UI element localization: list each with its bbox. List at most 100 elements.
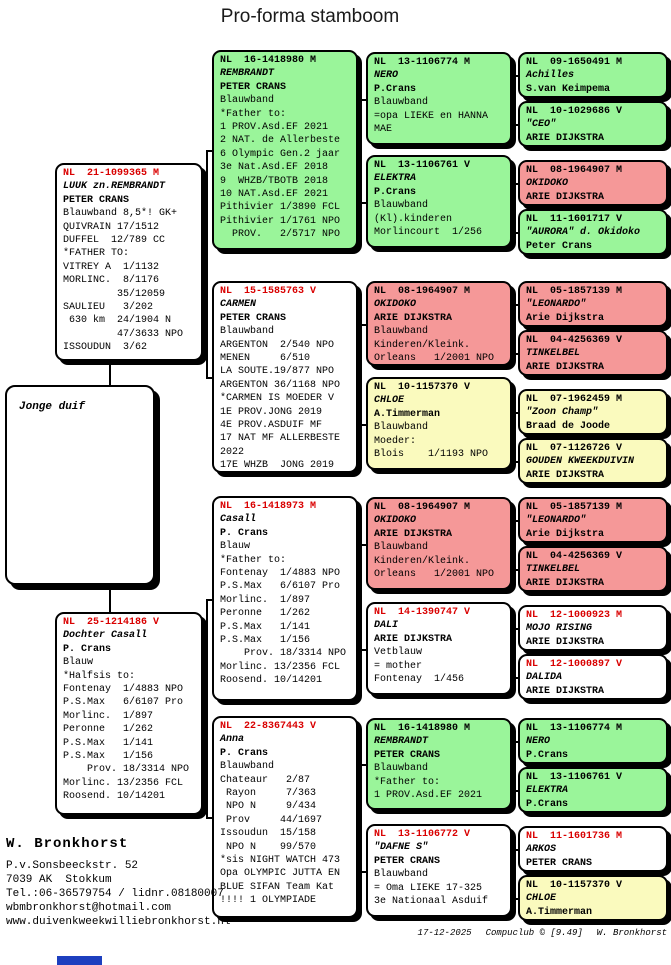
detail-line: MAE [374, 124, 393, 136]
breeder-info: W. Bronkhorst P.v.Sonsbeeckstr. 52 7039 … [6, 836, 230, 929]
pedigree-box-great_great_grandparents-7: NL 07-1126726 V GOUDEN KWEEKDUIVIN ARIE DI… [518, 438, 668, 484]
pedigree-box-great_grandparents-3: NL 10-1157370 V CHLOE A.Timmerman Blauwband… [366, 377, 512, 470]
connector-line [510, 764, 516, 766]
pigeon-name: CARMEN [220, 299, 257, 311]
detail-line: PROV. 2/5717 NPO [220, 229, 341, 241]
owner-name: PETER CRANS [220, 312, 287, 324]
connector-line [510, 324, 516, 326]
ring-number: NL 13-1106774 M [526, 723, 623, 734]
owner-name: ARIE DIJKSTRA [526, 685, 605, 697]
detail-line: Blauwband [374, 763, 429, 775]
connector-line [206, 150, 212, 152]
pedigree-box-great_great_grandparents-1: NL 10-1029686 V "CEO" ARIE DIJKSTRA [518, 101, 668, 147]
connector-line [514, 183, 518, 185]
subject-label: Jonge duif [19, 401, 86, 413]
detail-line: Issoudun 15/158 [220, 828, 317, 840]
connector-line [514, 628, 516, 677]
pigeon-name: "LEONARDO" [526, 515, 587, 527]
owner-name: PETER CRANS [63, 194, 130, 206]
detail-line: Morlinc. 13/2356 FCL [220, 661, 341, 673]
owner-name: A.Timmerman [374, 408, 441, 420]
pedigree-box-great_great_grandparents-5: NL 04-4256369 V TINKELBEL ARIE DIJKSTRA [518, 330, 668, 376]
pigeon-name: "CEO" [526, 119, 557, 131]
detail-line: Orleans 1/2001 NPO [374, 353, 495, 365]
detail-line: NPO N 9/434 [220, 801, 317, 813]
detail-line: P.S.Max 6/6107 Pro [63, 697, 184, 709]
connector-line [510, 202, 516, 204]
owner-name: Peter Crans [526, 240, 593, 252]
detail-line: 17E WHZB JONG 2019 [220, 460, 335, 472]
detail-line: SAULIEU 3/202 [63, 302, 154, 314]
pedigree-box-great_great_grandparents-11: NL 12-1000897 V DALIDA ARIE DIJKSTRA [518, 654, 668, 700]
connector-line [206, 817, 212, 819]
owner-name: P. Crans [220, 527, 269, 539]
detail-line: Kinderen/Kleink. [374, 339, 471, 351]
pedigree-box-grandparents-3: NL 22-8367443 V Anna P. Crans Blauwband Chat… [212, 716, 358, 918]
connector-line [514, 412, 518, 414]
owner-name: ARIE DIJKSTRA [526, 191, 605, 203]
detail-line: *Halfsis to: [63, 670, 136, 682]
owner-name: Arie Dijkstra [526, 312, 605, 324]
detail-line: VITREY A 1/1132 [63, 261, 160, 273]
detail-line: !!!! 1 OLYMPIADE [220, 895, 317, 907]
pedigree-box-great_great_grandparents-12: NL 13-1106774 M NERO P.Crans [518, 718, 668, 764]
detail-line: Roosend. 10/14201 [220, 675, 323, 687]
ring-number: NL 15-1585763 V [220, 286, 317, 297]
breeder-email: wbmbronkhorst@hotmail.com [6, 902, 172, 914]
bottom-edge-artifact [57, 956, 102, 965]
owner-name: P. Crans [63, 643, 112, 655]
ring-number: NL 11-1601736 M [526, 831, 623, 842]
pigeon-name: "AURORA" d. Okidoko [526, 227, 641, 239]
connector-line [109, 585, 111, 612]
owner-name: PETER CRANS [374, 749, 441, 761]
subject-box: Jonge duif [5, 385, 155, 585]
connector-line [514, 849, 518, 851]
ring-number: NL 05-1857139 M [526, 286, 623, 297]
footer-program: Compuclub © [9.49] [485, 928, 583, 938]
detail-line: 1 PROV.Asd.EF 2021 [374, 790, 483, 802]
detail-line: Blauwband [374, 422, 429, 434]
ring-number: NL 05-1857139 M [526, 502, 623, 513]
owner-name: Braad de Joode [526, 420, 611, 432]
breeder-address-line: Tel.:06-36579754 / lidnr.08180007 [6, 888, 224, 900]
pigeon-name: CHLOE [374, 395, 405, 407]
detail-line: Rayon 7/363 [220, 788, 317, 800]
owner-name: Arie Dijkstra [526, 528, 605, 540]
detail-line: P.S.Max 1/141 [220, 621, 311, 633]
connector-line [510, 99, 516, 101]
pigeon-name: "DAFNE S" [374, 842, 429, 854]
detail-line: Blauwband [374, 869, 429, 881]
pigeon-name: NERO [526, 736, 551, 748]
detail-line: Morlinc. 1/897 [220, 594, 311, 606]
pedigree-box-great_grandparents-7: NL 13-1106772 V "DAFNE S" PETER CRANS Blauw… [366, 824, 512, 917]
breeder-name: W. Bronkhorst [6, 836, 129, 852]
connector-line [514, 304, 516, 353]
pedigree-box-grandparents-1: NL 15-1585763 V CARMEN PETER CRANS Blauwban… [212, 281, 358, 473]
detail-line: P.S.Max 6/6107 Pro [220, 581, 341, 593]
ring-number: NL 13-1106774 M [374, 57, 471, 68]
connector-line [360, 424, 366, 426]
detail-line: 1E PROV.JONG 2019 [220, 406, 323, 418]
ring-number: NL 14-1390747 V [374, 607, 471, 618]
ring-number: NL 12-1000897 V [526, 659, 623, 670]
detail-line: Chateaur 2/87 [220, 774, 311, 786]
detail-line: Morlincourt 1/256 [374, 227, 483, 239]
detail-line: 4E PROV.ASDUIF MF [220, 420, 323, 432]
ring-number: NL 13-1106761 V [526, 772, 623, 783]
footer-date: 17-12-2025 [417, 928, 472, 938]
ring-number: NL 04-4256369 V [526, 335, 623, 346]
owner-name: P.Crans [526, 798, 569, 810]
breeder-address: P.v.Sonsbeeckstr. 52 7039 AK Stokkum Tel… [6, 859, 230, 929]
connector-line [358, 377, 362, 379]
detail-line: 2022 [220, 446, 245, 458]
pedigree-box-great_great_grandparents-14: NL 11-1601736 M ARKOS PETER CRANS [518, 826, 668, 872]
pedigree-box-great_grandparents-4: NL 08-1964907 M OKIDOKO ARIE DIJKSTRA Blauw… [366, 497, 512, 590]
owner-name: P.Crans [526, 749, 569, 761]
connector-line [360, 202, 366, 204]
connector-line [514, 790, 518, 792]
pedigree-box-parents-1: NL 25-1214186 V Dochter Casall P. Crans Bla… [55, 612, 203, 815]
ring-number: NL 25-1214186 V [63, 617, 160, 628]
detail-line: Fontenay 1/4883 NPO [220, 568, 341, 580]
ring-number: NL 16-1418973 M [220, 501, 317, 512]
connector-line [203, 262, 208, 264]
